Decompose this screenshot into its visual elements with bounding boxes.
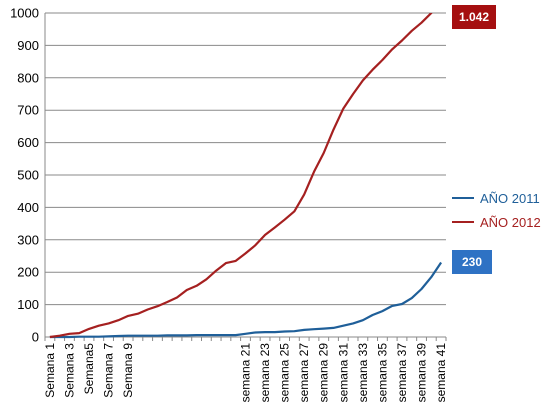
x-tick-label: Semana5 bbox=[82, 343, 96, 395]
legend-swatch-2011 bbox=[452, 197, 474, 199]
y-tick-label: 100 bbox=[17, 297, 39, 312]
x-tick-label: semana 29 bbox=[317, 343, 331, 403]
x-axis-ticks: Semana 1 Semana 3 Semana5 Semana 7 Semana 9 s… bbox=[43, 343, 448, 403]
y-axis-ticks: 0 100 200 300 400 500 600 700 800 900 1000 bbox=[10, 6, 39, 345]
series-line-1 bbox=[49, 13, 433, 339]
x-tick-label: semana 21 bbox=[239, 343, 253, 403]
y-tick-label: 900 bbox=[17, 38, 39, 53]
y-tick-label: 800 bbox=[17, 70, 39, 85]
y-tick-label: 400 bbox=[17, 200, 39, 215]
axes bbox=[44, 13, 447, 341]
legend: AÑO 2011 AÑO 2012 bbox=[452, 186, 541, 234]
x-tick-label: Semana 3 bbox=[62, 343, 76, 398]
x-tick-label: semana 23 bbox=[258, 343, 272, 403]
x-tick-label: semana 33 bbox=[356, 343, 370, 403]
series-lines bbox=[49, 13, 443, 339]
y-tick-label: 300 bbox=[17, 232, 39, 247]
end-value-label-2012: 1.042 bbox=[452, 5, 496, 29]
legend-item-2012: AÑO 2012 bbox=[452, 210, 541, 234]
legend-label-2011: AÑO 2011 bbox=[480, 190, 540, 206]
x-tick-label: Semana 1 bbox=[43, 343, 57, 398]
x-tick-label: semana 25 bbox=[278, 343, 292, 403]
y-tick-label: 0 bbox=[32, 330, 39, 345]
x-tick-label: Semana 7 bbox=[102, 343, 116, 398]
x-tick-label: semana 35 bbox=[375, 343, 389, 403]
x-tick-label: semana 39 bbox=[415, 343, 429, 403]
y-tick-label: 200 bbox=[17, 265, 39, 280]
y-tick-label: 700 bbox=[17, 103, 39, 118]
x-tick-label: Semana 9 bbox=[121, 343, 135, 398]
series-line-0 bbox=[49, 261, 443, 339]
legend-label-2012: AÑO 2012 bbox=[480, 214, 541, 230]
y-tick-label: 1000 bbox=[10, 6, 39, 21]
x-tick-label: semana 37 bbox=[395, 343, 409, 403]
y-tick-label: 600 bbox=[17, 135, 39, 150]
x-tick-label: semana 27 bbox=[297, 343, 311, 403]
y-tick-label: 500 bbox=[17, 168, 39, 183]
x-tick-label: semana 31 bbox=[336, 343, 350, 403]
x-tick-label: semana 41 bbox=[434, 343, 448, 403]
legend-swatch-2012 bbox=[452, 221, 474, 223]
gridlines bbox=[45, 12, 446, 306]
end-value-label-2011: 230 bbox=[452, 250, 492, 275]
legend-item-2011: AÑO 2011 bbox=[452, 186, 541, 210]
